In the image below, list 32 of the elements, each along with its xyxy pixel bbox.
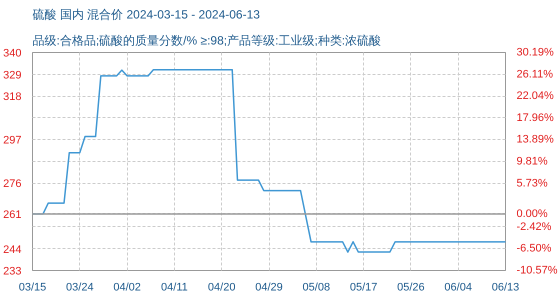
y2-tick-label: -10.57% [516, 264, 558, 276]
y-tick-label: 340 [3, 48, 22, 60]
y-tick-label: 244 [3, 244, 22, 256]
x-tick-label: 04/11 [161, 282, 188, 294]
y2-tick-label: 30.19% [516, 46, 554, 58]
x-tick-label: 05/17 [350, 282, 378, 294]
y-tick-label: 297 [3, 134, 22, 147]
x-tick-label: 03/15 [18, 282, 46, 294]
y2-tick-label: 22.04% [516, 90, 554, 102]
x-tick-label: 04/29 [255, 282, 283, 294]
y-tick-label: 261 [3, 208, 22, 221]
y2-tick-label: 9.81% [516, 156, 548, 168]
y2-tick-label: -2.42% [516, 220, 552, 233]
x-tick-label: 05/08 [302, 282, 330, 294]
x-tick-label: 06/13 [492, 282, 520, 294]
x-tick-label: 05/26 [397, 282, 425, 294]
y2-tick-label: 5.73% [516, 177, 548, 190]
y-tick-label: 276 [3, 178, 22, 190]
chart-title: 硫酸 国内 混合价 2024-03-15 - 2024-06-13 [32, 8, 260, 22]
y-tick-label: 329 [3, 69, 22, 82]
x-tick-label: 04/20 [208, 282, 236, 294]
y2-tick-label: 17.96% [516, 112, 554, 124]
y-tick-label: 233 [3, 266, 22, 278]
x-tick-label: 04/02 [113, 282, 141, 294]
chart-subtitle: 品级:合格品;硫酸的质量分数/% ≥:98;产品等级:工业级;种类:浓硫酸 [32, 34, 382, 48]
y-tick-label: 318 [3, 91, 22, 104]
y2-tick-label: 26.11% [516, 68, 554, 80]
y2-tick-label: -6.50% [516, 242, 552, 255]
y2-tick-label: 13.89% [516, 134, 554, 146]
x-tick-label: 03/24 [66, 282, 94, 294]
x-tick-label: 06/04 [444, 282, 472, 294]
y2-tick-label: 0.00% [516, 208, 548, 220]
